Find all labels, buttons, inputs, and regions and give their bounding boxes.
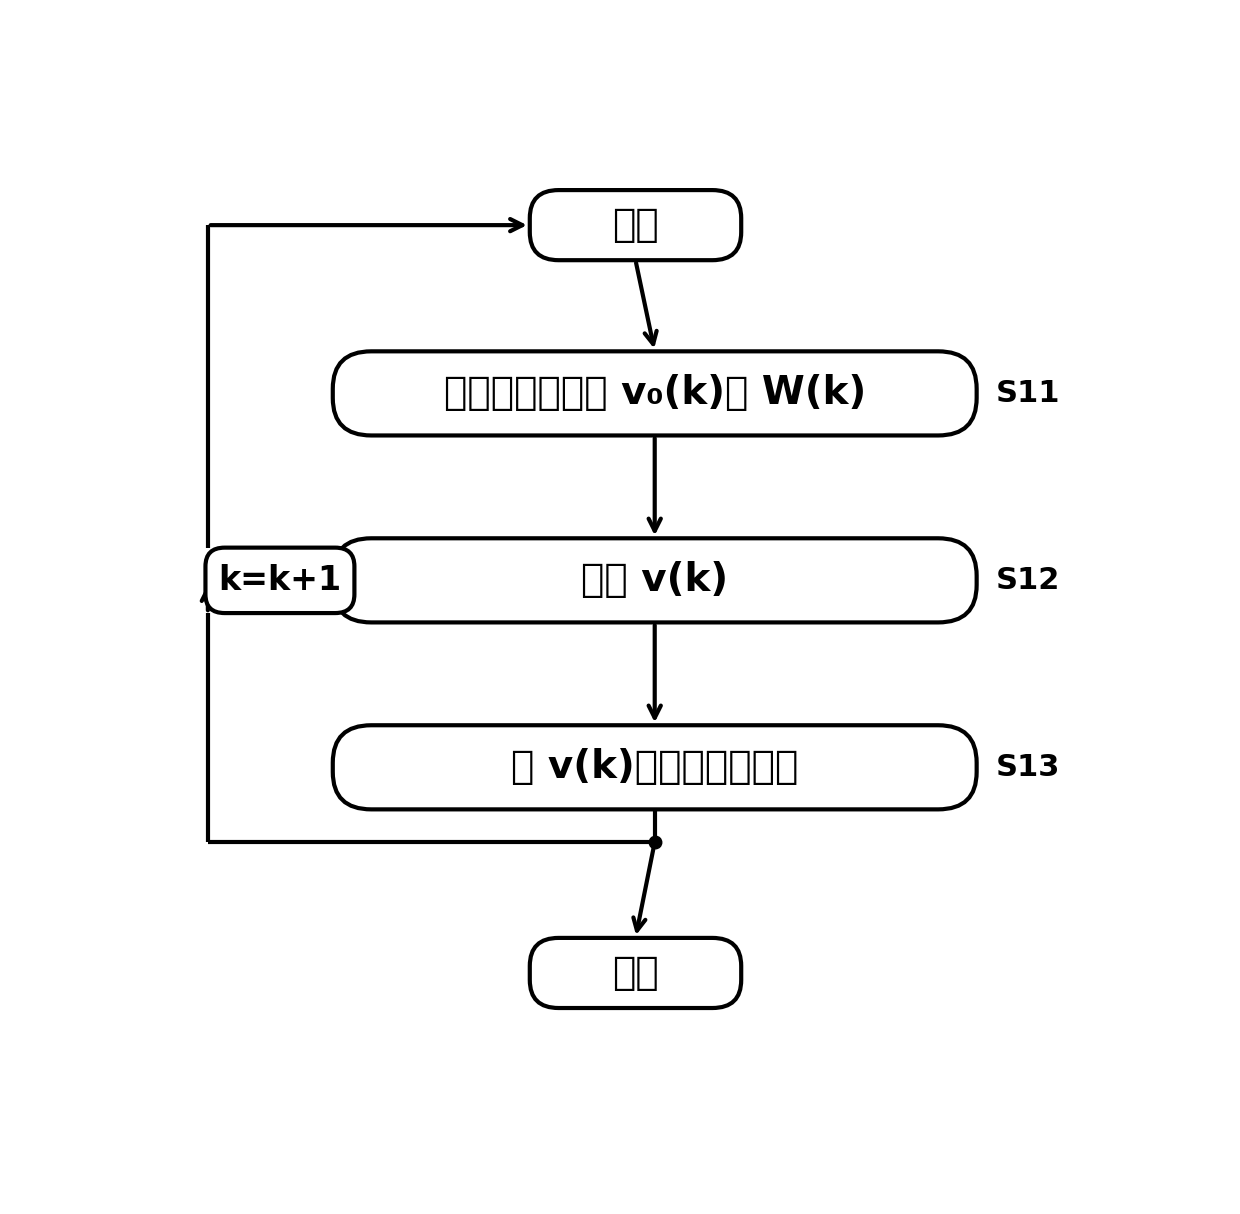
Text: 查询第一单元的 v₀(k)和 W(k): 查询第一单元的 v₀(k)和 W(k) — [444, 374, 866, 413]
Text: k=k+1: k=k+1 — [218, 563, 341, 597]
Text: 结束: 结束 — [613, 954, 658, 992]
Text: S11: S11 — [996, 379, 1060, 408]
FancyBboxPatch shape — [529, 191, 742, 260]
Text: 产生 v(k): 产生 v(k) — [582, 561, 728, 600]
FancyBboxPatch shape — [206, 548, 355, 613]
FancyBboxPatch shape — [332, 538, 977, 623]
Text: S12: S12 — [996, 566, 1060, 595]
FancyBboxPatch shape — [332, 351, 977, 436]
FancyBboxPatch shape — [529, 938, 742, 1008]
Text: 将 v(k)传输到第二单元: 将 v(k)传输到第二单元 — [511, 748, 799, 787]
Text: 开始: 开始 — [613, 206, 658, 244]
Text: S13: S13 — [996, 753, 1060, 782]
FancyBboxPatch shape — [332, 725, 977, 810]
